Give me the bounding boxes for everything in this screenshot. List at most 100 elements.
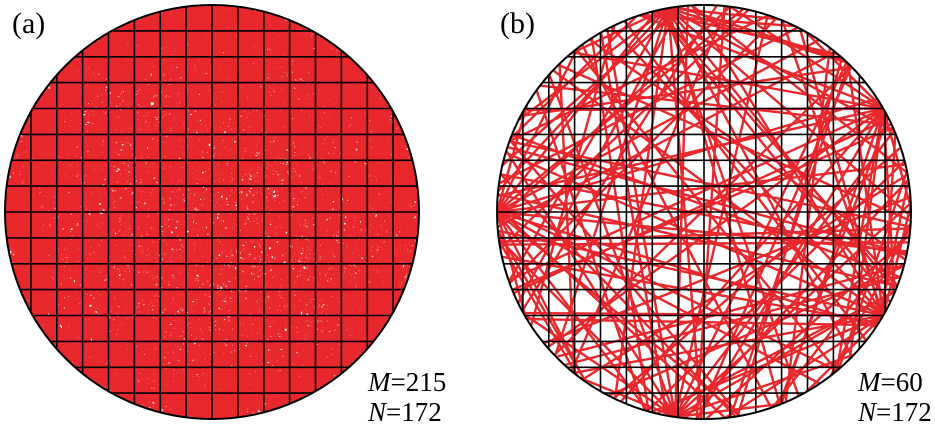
beam-line xyxy=(174,7,419,203)
beam-line xyxy=(557,63,911,222)
panel-a: (a) M=215 N=172 xyxy=(4,4,446,427)
beam-line xyxy=(384,121,399,325)
beam-line xyxy=(206,345,370,419)
beam-line xyxy=(162,7,247,414)
beam-line xyxy=(148,369,346,410)
panel-label-a: (a) xyxy=(12,7,45,40)
beam-line xyxy=(126,22,404,133)
beam-line xyxy=(15,5,207,281)
beam-line xyxy=(201,5,403,295)
beam-line xyxy=(36,10,262,324)
beam-line xyxy=(134,19,381,92)
panel-b: (b) M=60 N=172 xyxy=(496,4,932,427)
beam-line xyxy=(837,170,909,370)
beam-line xyxy=(882,204,911,316)
beam-line xyxy=(329,105,391,383)
beam-line xyxy=(829,222,911,377)
beam-line xyxy=(249,102,389,416)
beam-line xyxy=(146,15,415,168)
beam-line xyxy=(46,335,317,392)
beam-line xyxy=(112,30,206,419)
beam-line xyxy=(17,283,381,334)
beam-line xyxy=(6,118,398,235)
beam-line xyxy=(581,44,773,409)
beam-line xyxy=(5,199,414,261)
beam-line xyxy=(575,48,838,372)
disk-boundary-b xyxy=(496,4,912,420)
beam-line xyxy=(696,65,853,419)
beam-line xyxy=(367,137,406,349)
beam-line xyxy=(508,17,778,284)
beam-line xyxy=(684,178,910,419)
beam-line xyxy=(44,23,300,335)
beam-line xyxy=(52,78,379,90)
beam-line xyxy=(14,146,248,417)
beam-line xyxy=(5,71,365,195)
beam-line xyxy=(876,179,910,325)
beam-line xyxy=(5,67,361,222)
stat-n-a: N=172 xyxy=(367,397,442,427)
beam-line xyxy=(173,340,375,416)
beam-line xyxy=(497,206,726,419)
beam-line xyxy=(123,24,329,42)
beam-line xyxy=(53,15,280,347)
beam-line xyxy=(623,20,868,342)
beam-line xyxy=(166,9,325,387)
beam-line xyxy=(579,376,676,419)
beam-line xyxy=(32,37,101,317)
beam-line xyxy=(7,242,397,306)
beam-line xyxy=(254,107,392,415)
beam-line xyxy=(9,167,418,186)
beam-line xyxy=(84,47,376,87)
beam-line xyxy=(798,28,884,318)
disk-boundary-a xyxy=(4,4,420,420)
beam-line xyxy=(526,317,878,327)
beam-line xyxy=(663,8,800,397)
beam-line xyxy=(69,5,217,363)
beam-line xyxy=(366,103,389,350)
beam-line xyxy=(208,5,378,89)
beam-line xyxy=(12,155,78,369)
beam-line xyxy=(13,108,392,154)
panel-label-b: (b) xyxy=(500,7,535,40)
beam-line xyxy=(499,8,750,250)
beam-line xyxy=(509,15,638,140)
beam-line xyxy=(322,184,418,387)
beam-line xyxy=(195,306,397,419)
beam-line xyxy=(56,43,333,76)
beam-line xyxy=(61,69,149,409)
stat-m-b: M=60 xyxy=(857,367,923,397)
beam-line xyxy=(7,5,232,250)
beam-line xyxy=(8,251,101,387)
beam-line xyxy=(507,7,670,283)
beam-line xyxy=(41,164,414,330)
beam-line xyxy=(29,58,352,312)
beam-line xyxy=(505,150,677,418)
beam-line xyxy=(174,8,204,419)
beam-line xyxy=(174,96,385,416)
beam-line xyxy=(19,288,118,397)
beam-line xyxy=(497,193,898,288)
beam-line xyxy=(691,5,908,174)
beam-line xyxy=(5,99,387,212)
beam-line xyxy=(57,117,398,352)
beam-line xyxy=(497,230,587,383)
beam-line xyxy=(32,84,376,317)
beam-line xyxy=(640,13,796,28)
beam-line xyxy=(116,27,275,410)
beam-line xyxy=(118,295,402,398)
beam-line xyxy=(655,9,892,303)
beam-line xyxy=(50,13,154,343)
beam-line xyxy=(6,233,398,305)
beam-line xyxy=(548,74,677,418)
beam-line xyxy=(22,127,259,415)
beam-line xyxy=(130,21,304,27)
beam-line xyxy=(572,51,884,110)
beam-line xyxy=(212,5,268,412)
beam-line xyxy=(89,5,223,380)
beam-line xyxy=(511,126,894,292)
beam-line xyxy=(590,37,650,412)
beam-line xyxy=(570,5,729,372)
